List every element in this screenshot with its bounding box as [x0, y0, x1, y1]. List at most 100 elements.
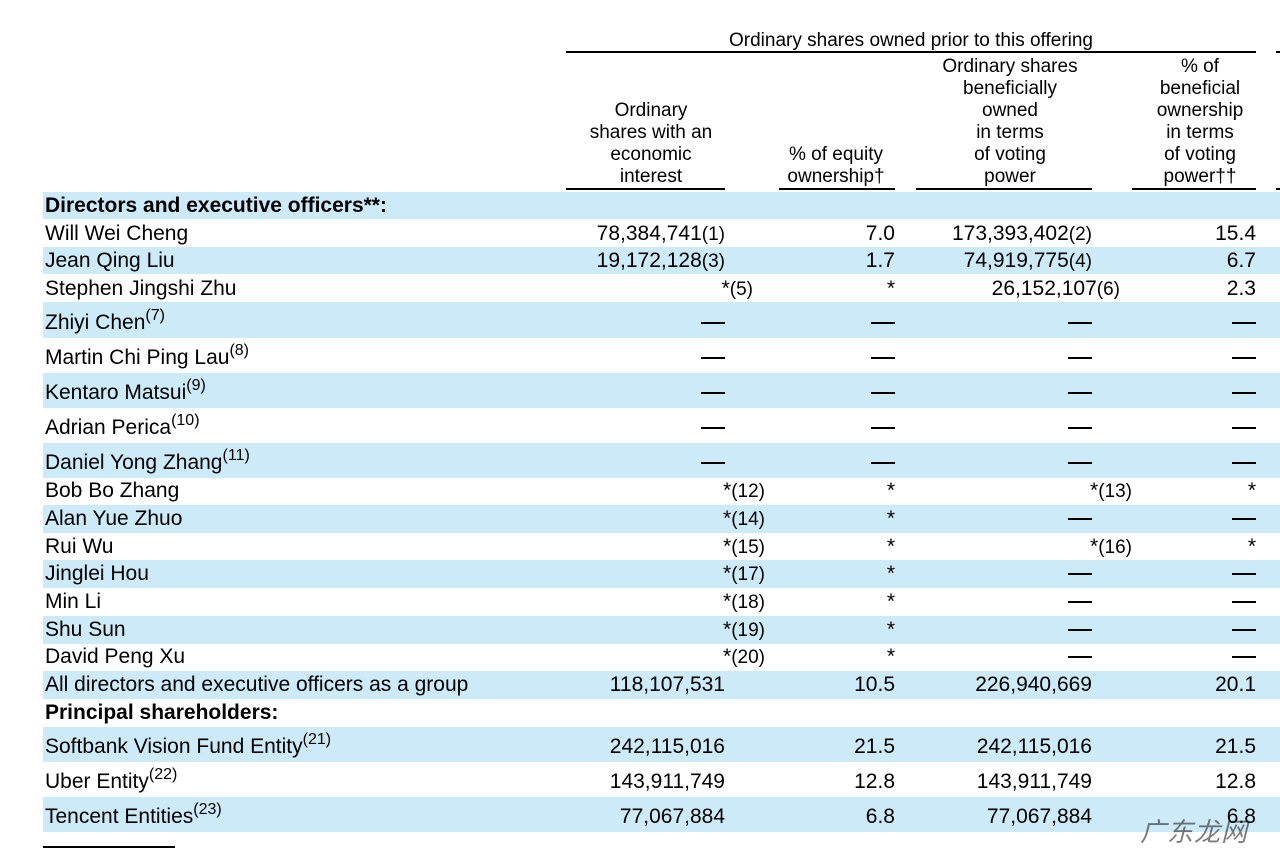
column-rule-1 — [566, 188, 725, 190]
cell-equity-pct: * — [886, 618, 895, 641]
row-name: All directors and executive officers as … — [45, 673, 469, 696]
column-header-voting-shares: Ordinary shares beneficially owned in te… — [942, 56, 1078, 187]
group-header-rule-end — [1276, 51, 1280, 53]
footnote-rule — [43, 846, 175, 848]
row-name: Softbank Vision Fund Entity(21) — [45, 731, 332, 759]
cell-voting-pct: 6.7 — [1226, 249, 1256, 272]
cell-voting-shares: 173,393,402(2) — [951, 222, 1092, 245]
dash-cell — [701, 346, 725, 370]
column-header-economic-interest: Ordinary shares with an economic interes… — [589, 100, 713, 187]
dash-cell — [1068, 562, 1092, 586]
row-name: Daniel Yong Zhang(11) — [45, 447, 250, 475]
dash-cell — [1232, 562, 1256, 586]
row-name: Stephen Jingshi Zhu — [45, 277, 237, 300]
cell-economic-shares: 118,107,531 — [609, 673, 725, 696]
cell-voting-shares: 77,067,884 — [986, 805, 1092, 828]
dash-cell — [1068, 618, 1092, 642]
row-band — [43, 443, 1280, 478]
dash-cell — [1068, 311, 1092, 335]
dash-cell — [701, 311, 725, 335]
column-header-equity-ownership: % of equity ownership† — [787, 144, 885, 187]
row-band — [43, 373, 1280, 408]
row-band — [43, 302, 1280, 338]
group-header-rule — [566, 51, 1256, 53]
row-name: Martin Chi Ping Lau(8) — [45, 342, 249, 370]
cell-equity-pct: * — [886, 562, 895, 585]
cell-voting-pct: 20.1 — [1215, 673, 1256, 696]
cell-economic-shares: *(17) — [723, 562, 765, 585]
watermark: 广东龙网 — [1140, 818, 1249, 848]
column-rule-4-end — [1276, 188, 1280, 190]
column-rule-2 — [779, 188, 895, 190]
cell-voting-shares: *(13) — [1090, 479, 1132, 502]
cell-voting-pct: 6.8 — [1226, 805, 1256, 828]
cell-economic-shares: 77,067,884 — [619, 805, 725, 828]
dash-cell — [1232, 507, 1256, 531]
cell-economic-shares: 242,115,016 — [609, 735, 725, 758]
cell-equity-pct: 7.0 — [865, 222, 895, 245]
row-band — [43, 192, 1280, 219]
dash-cell — [871, 381, 895, 405]
row-name: Shu Sun — [45, 618, 126, 641]
cell-equity-pct: * — [886, 479, 895, 502]
row-name: Jean Qing Liu — [45, 249, 175, 272]
cell-economic-shares: 78,384,741(1) — [596, 222, 725, 245]
cell-equity-pct: 21.5 — [854, 735, 895, 758]
cell-voting-shares: 26,152,107(6) — [991, 277, 1120, 300]
row-name: Uber Entity(22) — [45, 766, 178, 794]
dash-cell — [871, 451, 895, 475]
cell-voting-pct: 2.3 — [1226, 277, 1256, 300]
row-name: Rui Wu — [45, 535, 114, 558]
dash-cell — [1232, 645, 1256, 669]
dash-cell — [871, 346, 895, 370]
dash-cell — [1232, 590, 1256, 614]
cell-equity-pct: 12.8 — [854, 770, 895, 793]
cell-voting-pct: * — [1247, 535, 1256, 558]
cell-economic-shares: *(15) — [723, 535, 765, 558]
cell-voting-pct: 21.5 — [1215, 735, 1256, 758]
cell-economic-shares: 143,911,749 — [609, 770, 725, 793]
cell-economic-shares: *(20) — [723, 645, 765, 668]
cell-voting-pct: * — [1247, 479, 1256, 502]
row-name: Alan Yue Zhuo — [45, 507, 183, 530]
row-name: David Peng Xu — [45, 645, 186, 668]
column-header-voting-percent: % of beneficial ownership in terms of vo… — [1156, 56, 1244, 187]
cell-voting-shares: 242,115,016 — [976, 735, 1092, 758]
group-header-title: Ordinary shares owned prior to this offe… — [729, 30, 1093, 51]
row-band — [43, 247, 1280, 274]
row-name: Tencent Entities(23) — [45, 801, 222, 829]
cell-equity-pct: * — [886, 590, 895, 613]
cell-voting-shares: 143,911,749 — [976, 770, 1092, 793]
cell-economic-shares: *(18) — [723, 590, 765, 613]
row-band — [43, 560, 1280, 588]
cell-equity-pct: 10.5 — [854, 673, 895, 696]
dash-cell — [1068, 590, 1092, 614]
row-band — [43, 505, 1280, 533]
cell-equity-pct: 6.8 — [865, 805, 895, 828]
dash-cell — [701, 451, 725, 475]
section-heading-principal: Principal shareholders: — [45, 701, 279, 724]
cell-economic-shares: *(14) — [723, 507, 765, 530]
dash-cell — [1068, 346, 1092, 370]
row-band — [43, 616, 1280, 644]
row-band — [43, 671, 1280, 699]
column-rule-3 — [916, 188, 1092, 190]
cell-economic-shares: *(19) — [723, 618, 765, 641]
cell-economic-shares: *(12) — [723, 479, 765, 502]
dash-cell — [1232, 311, 1256, 335]
dash-cell — [1232, 618, 1256, 642]
dash-cell — [1232, 381, 1256, 405]
section-heading-directors: Directors and executive officers**: — [45, 194, 387, 217]
dash-cell — [871, 311, 895, 335]
dash-cell — [1068, 451, 1092, 475]
cell-voting-pct: 15.4 — [1215, 222, 1256, 245]
column-rule-4 — [1132, 188, 1256, 190]
cell-economic-shares: 19,172,128(3) — [596, 249, 725, 272]
cell-equity-pct: * — [886, 645, 895, 668]
cell-voting-shares: *(16) — [1090, 535, 1132, 558]
dash-cell — [1068, 416, 1092, 440]
cell-equity-pct: * — [886, 535, 895, 558]
dash-cell — [1232, 416, 1256, 440]
row-name: Will Wei Cheng — [45, 222, 189, 245]
row-band — [43, 727, 1280, 762]
